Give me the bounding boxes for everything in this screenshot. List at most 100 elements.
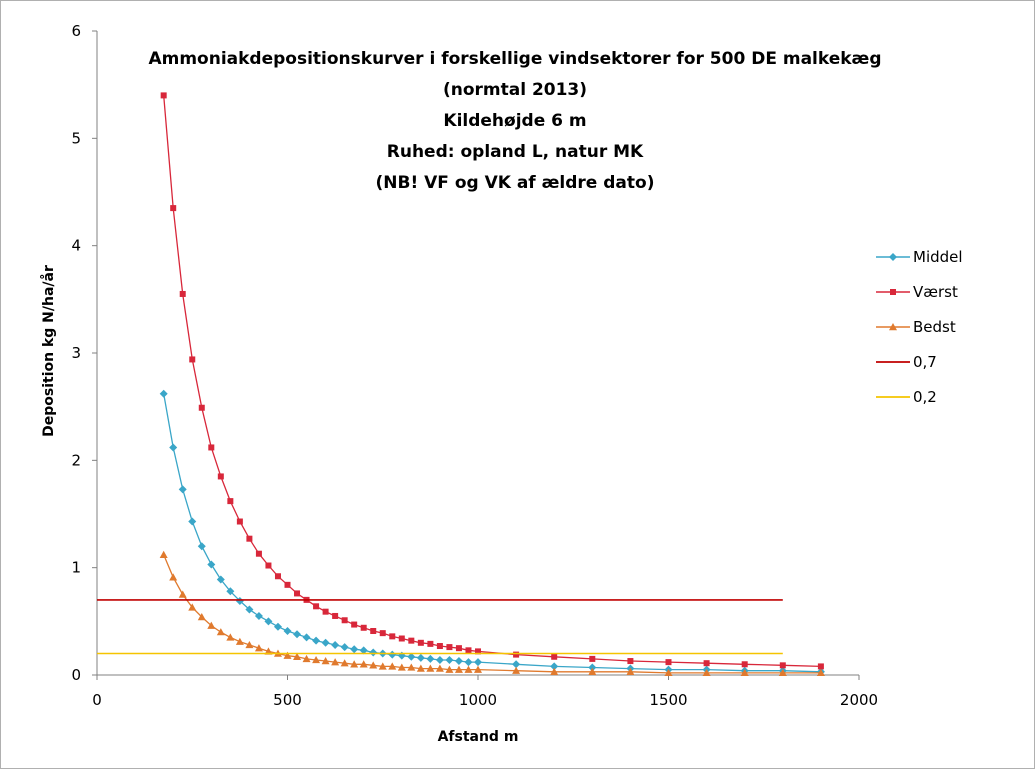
x-tick-label: 500	[273, 691, 302, 709]
data-point-bedst	[283, 651, 292, 659]
data-point-bedst	[340, 659, 349, 667]
data-point-værst	[294, 590, 301, 597]
data-point-bedst	[245, 640, 254, 649]
y-tick-label: 3	[71, 344, 81, 362]
data-point-værst	[779, 662, 786, 669]
data-point-værst	[513, 651, 520, 658]
data-point-værst	[360, 624, 367, 631]
data-point-bedst	[226, 633, 235, 641]
legend-marker	[889, 323, 897, 331]
title-line-5: (NB! VF og VK af ældre dato)	[376, 173, 655, 193]
data-point-værst	[160, 92, 167, 99]
data-point-middel	[388, 650, 397, 659]
data-point-værst	[236, 518, 243, 525]
data-point-middel	[197, 542, 206, 551]
data-point-bedst	[293, 652, 302, 660]
data-point-bedst	[416, 664, 425, 672]
data-point-middel	[207, 560, 216, 569]
data-point-værst	[351, 621, 358, 628]
data-point-middel	[359, 646, 368, 655]
data-point-middel	[321, 638, 330, 647]
legend-label: Middel	[913, 248, 963, 266]
data-point-bedst	[740, 668, 749, 677]
data-point-bedst	[331, 658, 340, 666]
data-point-middel	[178, 485, 187, 494]
data-point-middel	[369, 648, 378, 657]
data-point-middel	[426, 654, 435, 663]
title-line-2: (normtal 2013)	[443, 80, 587, 100]
data-point-værst	[627, 658, 634, 665]
x-axis-label: Afstand m	[438, 729, 519, 745]
series-middel	[159, 389, 825, 676]
series-layer	[97, 92, 825, 677]
data-point-værst	[246, 535, 253, 542]
data-point-middel	[464, 658, 473, 667]
data-point-værst	[332, 612, 339, 619]
data-point-middel	[235, 596, 244, 605]
data-point-værst	[170, 205, 177, 212]
data-point-middel	[312, 636, 321, 645]
data-point-værst	[217, 473, 224, 480]
title-line-4: Ruhed: opland L, natur MK	[387, 142, 644, 162]
x-tick-label: 0	[92, 691, 102, 709]
x-tick-label: 1500	[649, 691, 687, 709]
data-point-bedst	[426, 664, 435, 672]
data-point-bedst	[445, 665, 454, 673]
data-point-værst	[408, 637, 415, 644]
data-point-værst	[370, 627, 377, 634]
legend-marker	[890, 289, 896, 295]
data-point-værst	[436, 643, 443, 650]
series-line-bedst	[163, 554, 821, 674]
data-point-middel	[340, 643, 349, 652]
data-point-bedst	[816, 668, 825, 677]
data-point-middel	[512, 660, 521, 669]
data-point-bedst	[302, 654, 311, 663]
data-point-bedst	[207, 621, 216, 629]
data-point-værst	[446, 644, 453, 651]
data-point-middel	[588, 663, 597, 672]
data-point-bedst	[321, 657, 330, 665]
x-axis-ticks: 0 500 1000 1500 2000	[92, 675, 878, 709]
legend-item-bedst: Bedst	[876, 318, 956, 336]
data-point-værst	[379, 630, 386, 637]
data-point-bedst	[378, 662, 387, 670]
data-point-middel	[216, 575, 225, 584]
y-tick-label: 0	[71, 666, 81, 684]
data-point-middel	[350, 645, 359, 654]
data-point-værst	[465, 647, 472, 654]
data-point-bedst	[254, 644, 263, 652]
data-point-værst	[284, 581, 291, 588]
y-tick-label: 1	[71, 559, 81, 577]
data-point-bedst	[169, 573, 178, 581]
data-point-bedst	[159, 550, 168, 558]
data-point-værst	[817, 663, 824, 670]
data-point-bedst	[474, 665, 482, 673]
legend-label: Bedst	[913, 318, 956, 336]
legend-item-0-2: 0,2	[876, 388, 937, 406]
data-point-middel	[474, 658, 482, 667]
data-point-bedst	[664, 668, 673, 677]
y-tick-label: 2	[71, 451, 81, 469]
data-point-værst	[475, 648, 481, 655]
data-point-middel	[293, 630, 302, 639]
legend-label: Værst	[913, 283, 958, 301]
data-point-bedst	[702, 668, 711, 677]
data-point-bedst	[388, 662, 397, 670]
chart-title: Ammoniakdepositionskurver i forskellige …	[148, 49, 881, 193]
data-point-værst	[322, 608, 329, 615]
title-line-3: Kildehøjde 6 m	[443, 111, 586, 131]
data-point-værst	[455, 645, 462, 652]
data-point-middel	[302, 633, 311, 642]
data-point-bedst	[312, 655, 321, 664]
data-point-bedst	[512, 666, 521, 674]
data-point-middel	[226, 587, 235, 596]
x-tick-label: 2000	[840, 691, 878, 709]
data-point-bedst	[216, 628, 225, 636]
data-point-værst	[198, 404, 205, 411]
data-point-bedst	[778, 668, 787, 677]
data-point-bedst	[178, 590, 187, 598]
legend-label: 0,7	[913, 353, 937, 371]
data-point-bedst	[369, 661, 378, 669]
data-point-værst	[313, 603, 320, 610]
